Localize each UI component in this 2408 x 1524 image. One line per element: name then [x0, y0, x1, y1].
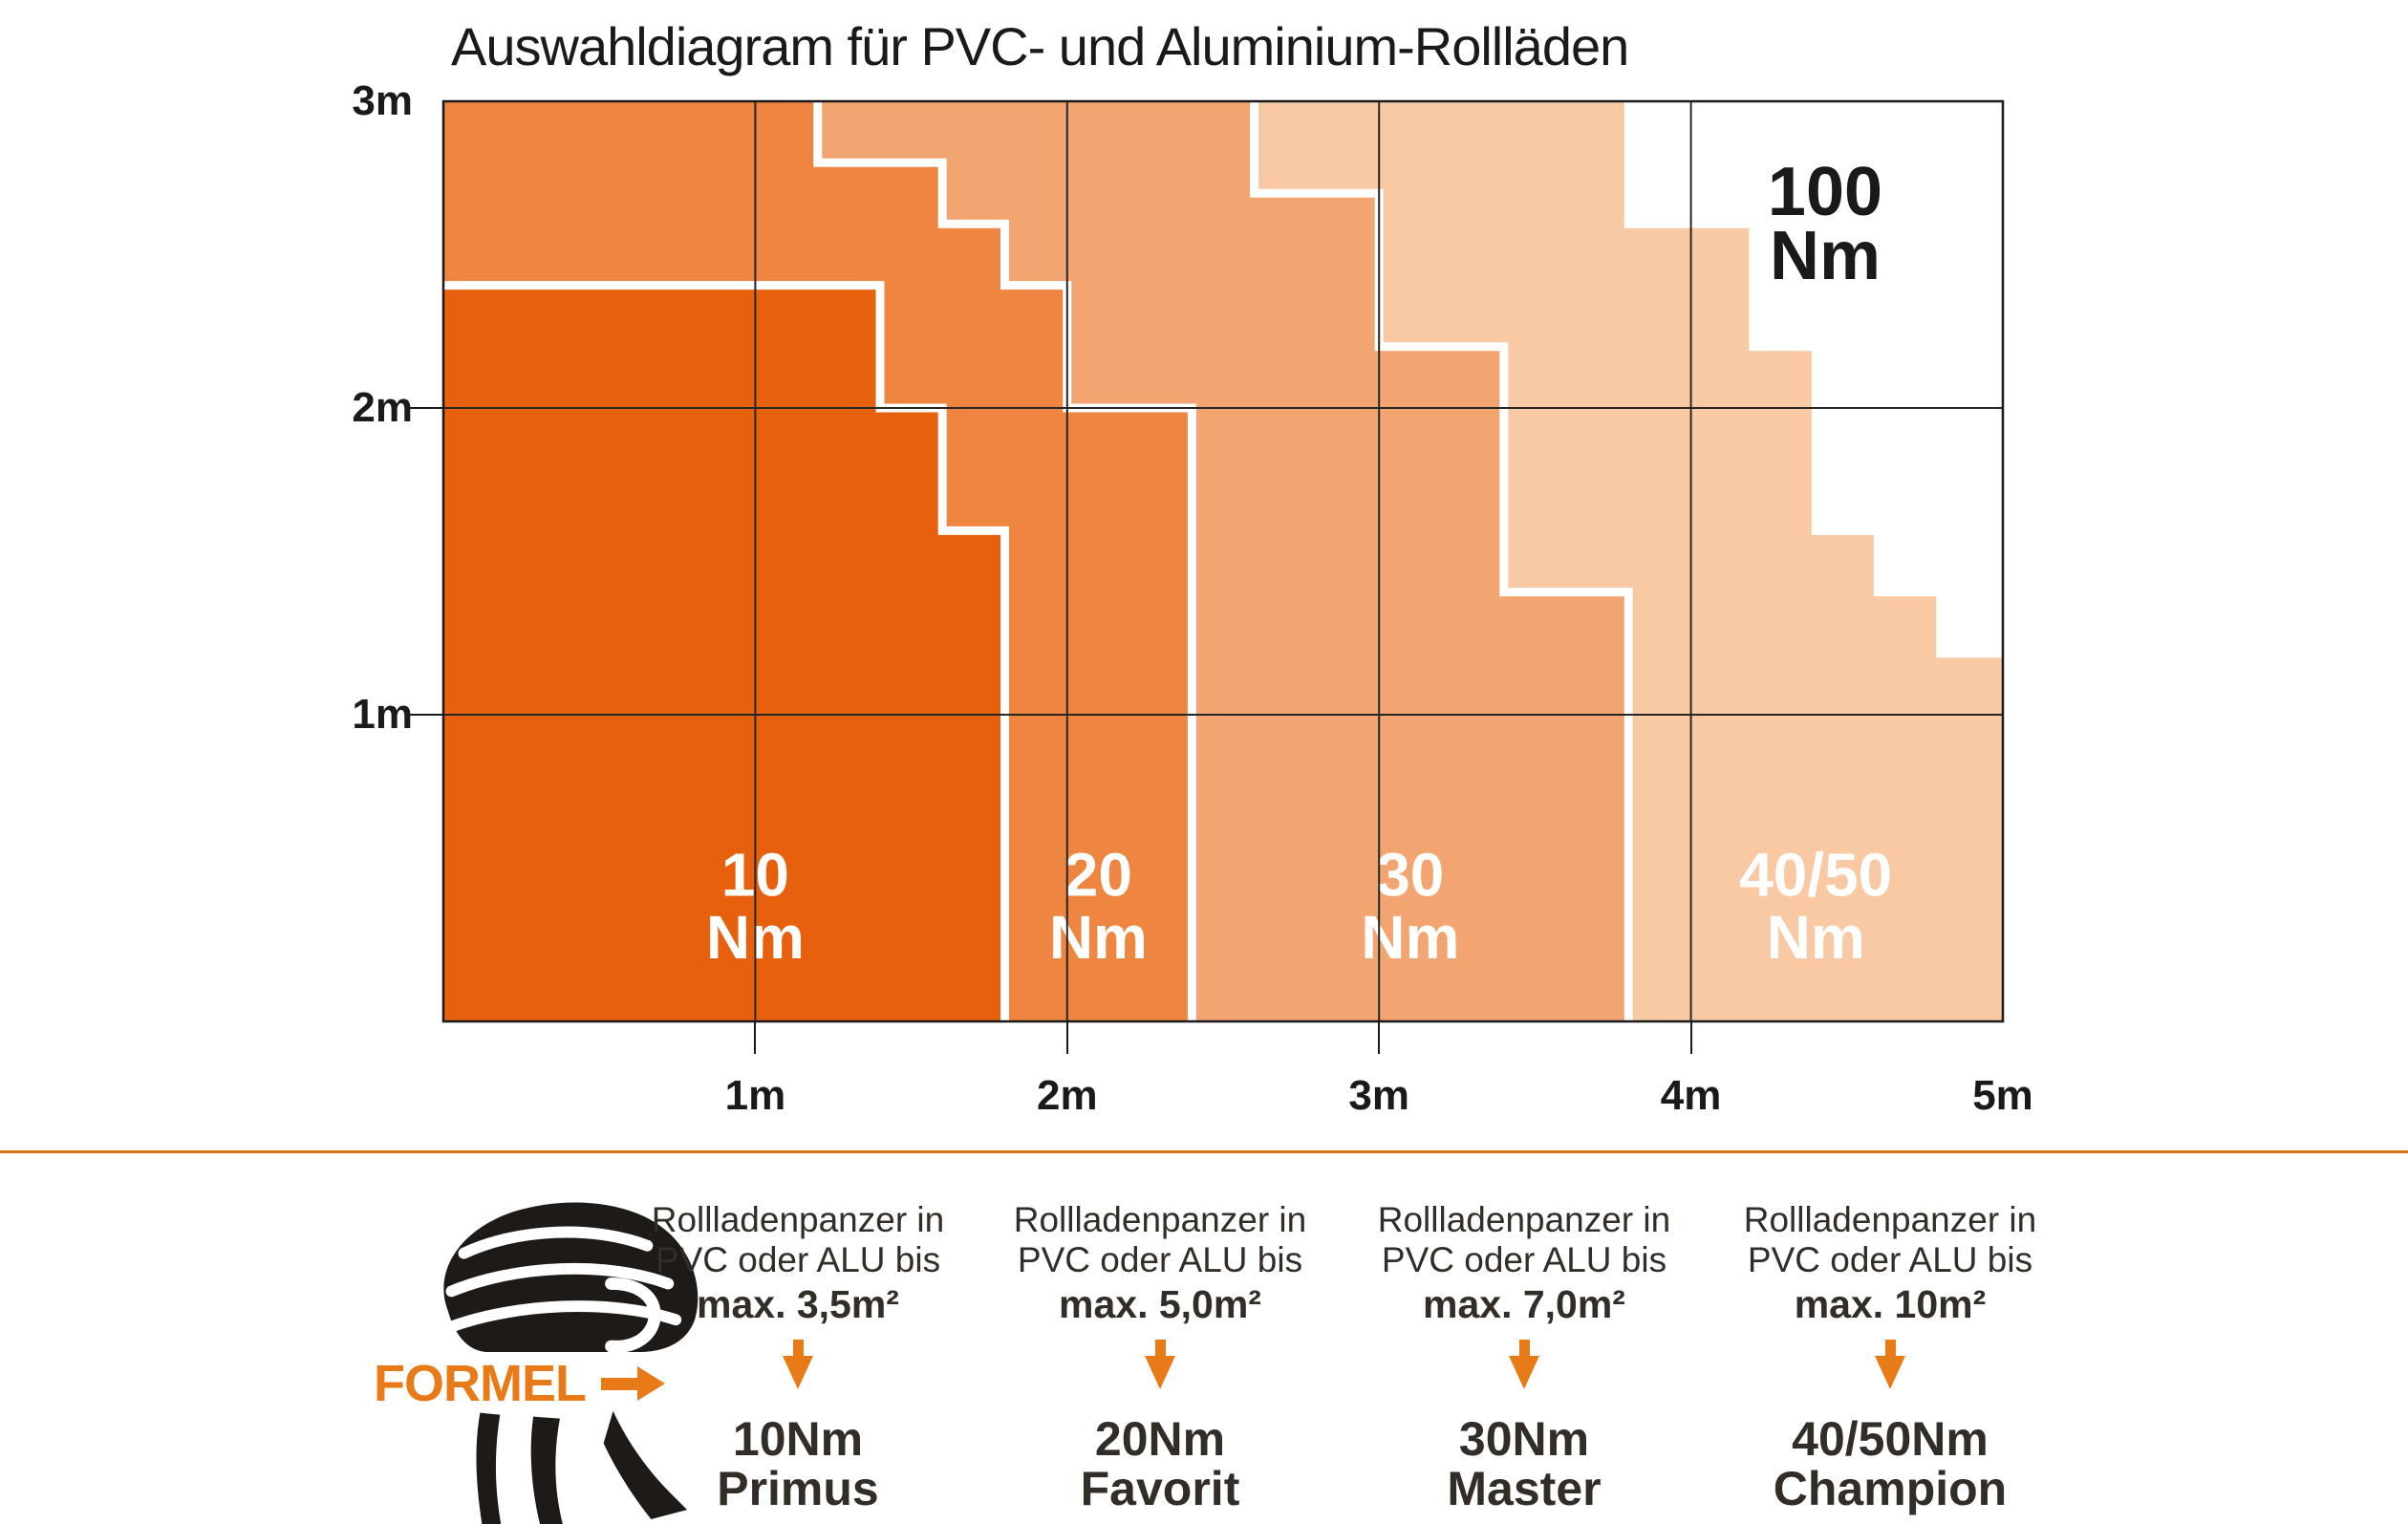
formula-column-20Nm: Rollladenpanzer in PVC oder ALU bis max. 5… — [959, 1200, 1361, 1513]
region-label-100-nm-line1: 100 — [1768, 154, 1882, 230]
formel-label: FORMEL — [374, 1355, 587, 1412]
product-torque-label: 10Nm — [732, 1412, 864, 1466]
product-torque-label: 20Nm — [1094, 1412, 1226, 1466]
region-boundary-30-nm — [1250, 101, 1633, 1021]
product-name-label: Master — [1447, 1462, 1602, 1515]
formula-column-10Nm: Rollladenpanzer in PVC oder ALU bis max. 3… — [597, 1200, 999, 1513]
right-arrow-icon — [600, 1366, 665, 1401]
divider-line — [0, 1150, 2408, 1153]
y-axis-tick-2m — [406, 407, 442, 409]
x-axis-label-4m: 4m — [1660, 1072, 1722, 1119]
down-arrow-icon — [1509, 1340, 1539, 1389]
product-torque-label: 40/50Nm — [1792, 1412, 1989, 1466]
panzer-line-1: Rollladenpanzer in — [1377, 1200, 1671, 1239]
panzer-line-1: Rollladenpanzer in — [1013, 1200, 1307, 1239]
region-label-30-nm-line1: 30 — [1376, 840, 1444, 909]
product-name-label: Champion — [1773, 1462, 2008, 1515]
region-label-20-nm-line1: 20 — [1064, 840, 1132, 909]
region-10-nm — [443, 285, 1005, 1022]
max-area-label: max. 7,0m² — [1423, 1282, 1625, 1326]
chart-frame — [441, 99, 2005, 1023]
fist-icon — [443, 1202, 699, 1524]
region-label-30-nm-line2: Nm — [1361, 903, 1459, 972]
max-area-label: max. 5,0m² — [1059, 1282, 1261, 1326]
x-axis-label-2m: 2m — [1037, 1072, 1098, 1119]
y-axis-tick-1m — [406, 714, 442, 716]
formel-group: FORMEL — [374, 1358, 665, 1409]
page-title: Auswahldiagram für PVC- und Aluminium-Ro… — [451, 16, 1629, 76]
product-name-label: Primus — [717, 1462, 879, 1515]
region-label-100-nm-line2: Nm — [1770, 218, 1881, 294]
max-area-label: max. 10m² — [1794, 1282, 1987, 1326]
product-torque-label: 30Nm — [1458, 1412, 1590, 1466]
down-arrow-icon — [1875, 1340, 1905, 1389]
panzer-line-2: PVC oder ALU bis — [1381, 1240, 1667, 1279]
panzer-line-2: PVC oder ALU bis — [655, 1240, 941, 1279]
x-axis-label-3m: 3m — [1348, 1072, 1409, 1119]
x-axis-label-1m: 1m — [724, 1072, 786, 1119]
product-name-label: Favorit — [1080, 1462, 1240, 1515]
x-axis-tick-4m — [1689, 1022, 1692, 1054]
panzer-line-2: PVC oder ALU bis — [1747, 1240, 2033, 1279]
x-axis-tick-1m — [754, 1022, 757, 1054]
formula-column-30Nm: Rollladenpanzer in PVC oder ALU bis max. 7… — [1323, 1200, 1725, 1513]
panzer-line-1: Rollladenpanzer in — [1743, 1200, 2037, 1239]
region-label-40-50-nm-line1: 40/50 — [1739, 840, 1892, 909]
x-axis-label-5m: 5m — [1972, 1072, 2033, 1119]
x-axis-tick-3m — [1378, 1022, 1381, 1054]
x-axis-tick-2m — [1065, 1022, 1068, 1054]
region-boundary-40-50-nm — [1623, 101, 2003, 658]
y-axis-label-1m: 1m — [352, 691, 413, 738]
down-arrow-icon — [1145, 1340, 1175, 1389]
down-arrow-icon — [783, 1340, 813, 1389]
region-label-40-50-nm-line2: Nm — [1767, 903, 1865, 972]
max-area-label: max. 3,5m² — [697, 1282, 899, 1326]
panzer-line-2: PVC oder ALU bis — [1017, 1240, 1303, 1279]
formula-column-40-50Nm: Rollladenpanzer in PVC oder ALU bis max. 1… — [1689, 1200, 2091, 1513]
y-axis-label-3m: 3m — [352, 77, 413, 124]
panzer-line-1: Rollladenpanzer in — [651, 1200, 945, 1239]
region-label-20-nm-line2: Nm — [1049, 903, 1148, 972]
y-axis-label-2m: 2m — [352, 384, 413, 431]
